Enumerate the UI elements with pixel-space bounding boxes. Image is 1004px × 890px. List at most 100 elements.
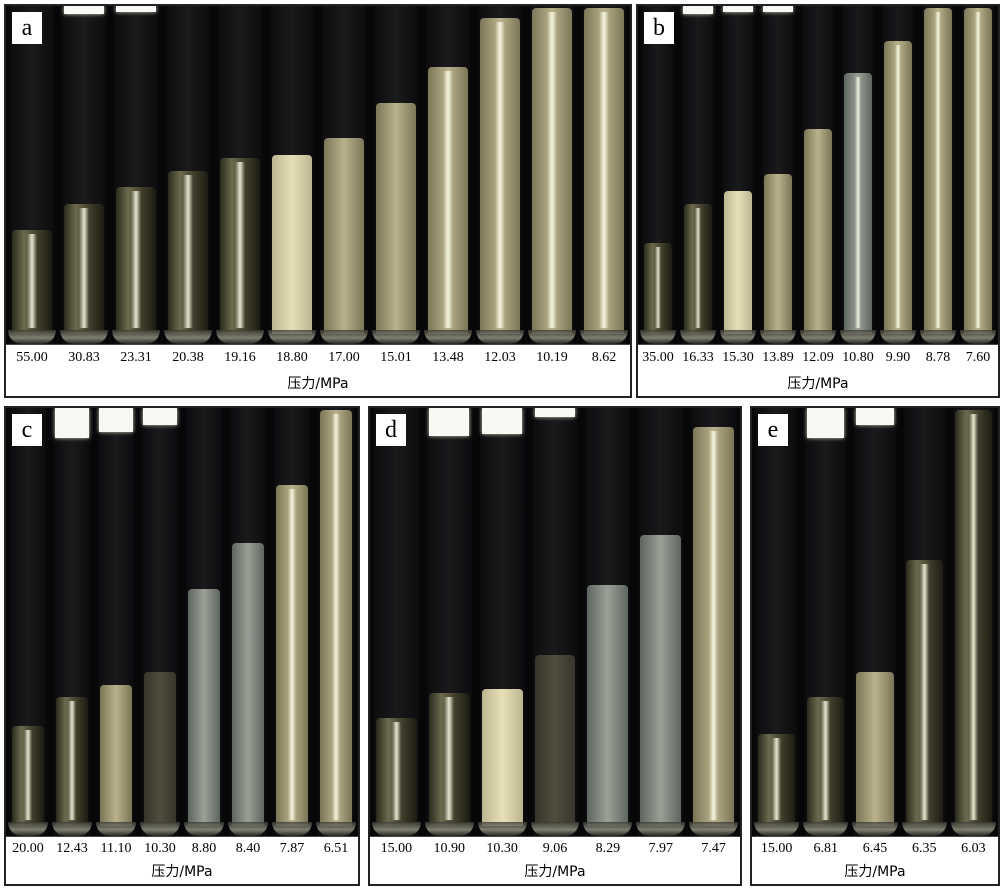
panel-label: c bbox=[12, 414, 42, 446]
test-tube bbox=[838, 6, 878, 344]
pressure-label: 15.00 bbox=[380, 841, 413, 856]
test-tube bbox=[526, 6, 578, 344]
pressure-label: 12.43 bbox=[56, 841, 88, 856]
test-tube bbox=[370, 408, 423, 836]
tube-base bbox=[636, 822, 686, 836]
foam-column bbox=[844, 73, 872, 334]
foam-column bbox=[56, 697, 88, 826]
tube-base bbox=[216, 330, 264, 344]
tube-base bbox=[52, 822, 92, 836]
tube-base bbox=[112, 330, 160, 344]
test-tube bbox=[138, 408, 182, 836]
pressure-label: 12.09 bbox=[802, 350, 834, 365]
test-tube bbox=[578, 6, 630, 344]
tube-base bbox=[689, 822, 738, 836]
light-streak bbox=[235, 161, 245, 328]
light-streak bbox=[183, 175, 193, 328]
tube-base bbox=[96, 822, 136, 836]
foam-column bbox=[376, 102, 416, 334]
tube-base bbox=[8, 822, 48, 836]
test-tube bbox=[370, 6, 422, 344]
tube-base bbox=[530, 822, 580, 836]
light-streak bbox=[444, 696, 455, 820]
foam-column bbox=[100, 684, 132, 826]
tube-base bbox=[950, 822, 996, 836]
test-tube bbox=[214, 6, 266, 344]
test-tube bbox=[718, 6, 758, 344]
foam-column bbox=[276, 484, 308, 826]
test-tube bbox=[918, 6, 958, 344]
tube-photo-a: a bbox=[6, 6, 630, 344]
light-streak bbox=[772, 738, 782, 820]
test-tube bbox=[581, 408, 634, 836]
test-tube bbox=[878, 6, 918, 344]
tube-base bbox=[228, 822, 268, 836]
foam-column bbox=[428, 692, 470, 826]
pressure-label: 11.10 bbox=[100, 841, 132, 856]
foam-column bbox=[144, 672, 176, 826]
foam-column bbox=[724, 190, 752, 334]
test-tube bbox=[270, 408, 314, 836]
pressure-label: 10.90 bbox=[433, 841, 466, 856]
tube-base bbox=[372, 822, 421, 836]
foam-column bbox=[644, 242, 672, 334]
panel-label: b bbox=[644, 12, 674, 44]
test-tube bbox=[687, 408, 740, 836]
light-streak bbox=[919, 563, 929, 820]
tube-base bbox=[424, 330, 472, 344]
pressure-label: 8.80 bbox=[191, 841, 217, 856]
foam-column bbox=[884, 40, 912, 334]
pressure-label: 23.31 bbox=[120, 350, 152, 365]
test-tube bbox=[678, 6, 718, 344]
pressure-label: 6.81 bbox=[813, 841, 839, 856]
headspace-glare bbox=[762, 6, 794, 12]
tube-photo-b: b bbox=[638, 6, 998, 344]
pressure-label: 12.03 bbox=[484, 350, 516, 365]
pressure-label: 15.30 bbox=[722, 350, 754, 365]
headspace-glare bbox=[807, 408, 845, 438]
light-streak bbox=[332, 414, 340, 820]
light-streak bbox=[708, 430, 719, 820]
foam-column bbox=[684, 203, 712, 334]
foam-column bbox=[954, 410, 992, 826]
foam-column bbox=[168, 171, 208, 334]
headspace-glare bbox=[482, 408, 523, 434]
pressure-label: 20.38 bbox=[172, 350, 204, 365]
test-tube bbox=[949, 408, 998, 836]
tube-base bbox=[316, 822, 356, 836]
light-streak bbox=[547, 12, 557, 328]
light-streak bbox=[495, 21, 505, 328]
pressure-label: 7.97 bbox=[648, 841, 673, 856]
pressure-label: 13.89 bbox=[762, 350, 794, 365]
foam-column bbox=[428, 66, 468, 334]
pressure-label: 13.48 bbox=[432, 350, 464, 365]
foam-column bbox=[693, 426, 734, 826]
foam-column bbox=[534, 655, 576, 826]
test-tube bbox=[58, 6, 110, 344]
axis-title: 压力/MPa bbox=[787, 376, 849, 392]
light-streak bbox=[894, 44, 902, 328]
pressure-label: 30.83 bbox=[68, 350, 100, 365]
light-streak bbox=[599, 12, 609, 328]
panel-a: a 55.00 30.83 23.31 20.38 19.16 18.80 17.00 15.… bbox=[4, 4, 632, 398]
light-streak bbox=[131, 191, 141, 328]
axis-title: 压力/MPa bbox=[287, 376, 349, 392]
foam-column bbox=[188, 588, 220, 826]
pressure-label: 10.30 bbox=[486, 841, 518, 856]
pressure-label: 17.00 bbox=[328, 350, 360, 365]
test-tube bbox=[226, 408, 270, 836]
foam-column bbox=[376, 717, 417, 826]
pressure-labels: 15.00 6.81 6.45 6.35 6.03 bbox=[752, 840, 998, 858]
pressure-labels: 55.00 30.83 23.31 20.38 19.16 18.80 17.00 15.01… bbox=[6, 349, 630, 367]
pressure-label: 10.19 bbox=[536, 350, 568, 365]
tube-base bbox=[754, 822, 800, 836]
light-streak bbox=[694, 207, 702, 328]
pressure-label: 7.60 bbox=[965, 350, 991, 365]
test-tube bbox=[318, 6, 370, 344]
panel-label: e bbox=[758, 414, 788, 446]
light-streak bbox=[854, 77, 862, 328]
test-tube bbox=[110, 6, 162, 344]
pressure-labels: 15.00 10.90 10.30 9.06 8.29 7.97 7.47 bbox=[370, 840, 740, 858]
pressure-label: 6.03 bbox=[961, 841, 986, 856]
test-tube bbox=[474, 6, 526, 344]
